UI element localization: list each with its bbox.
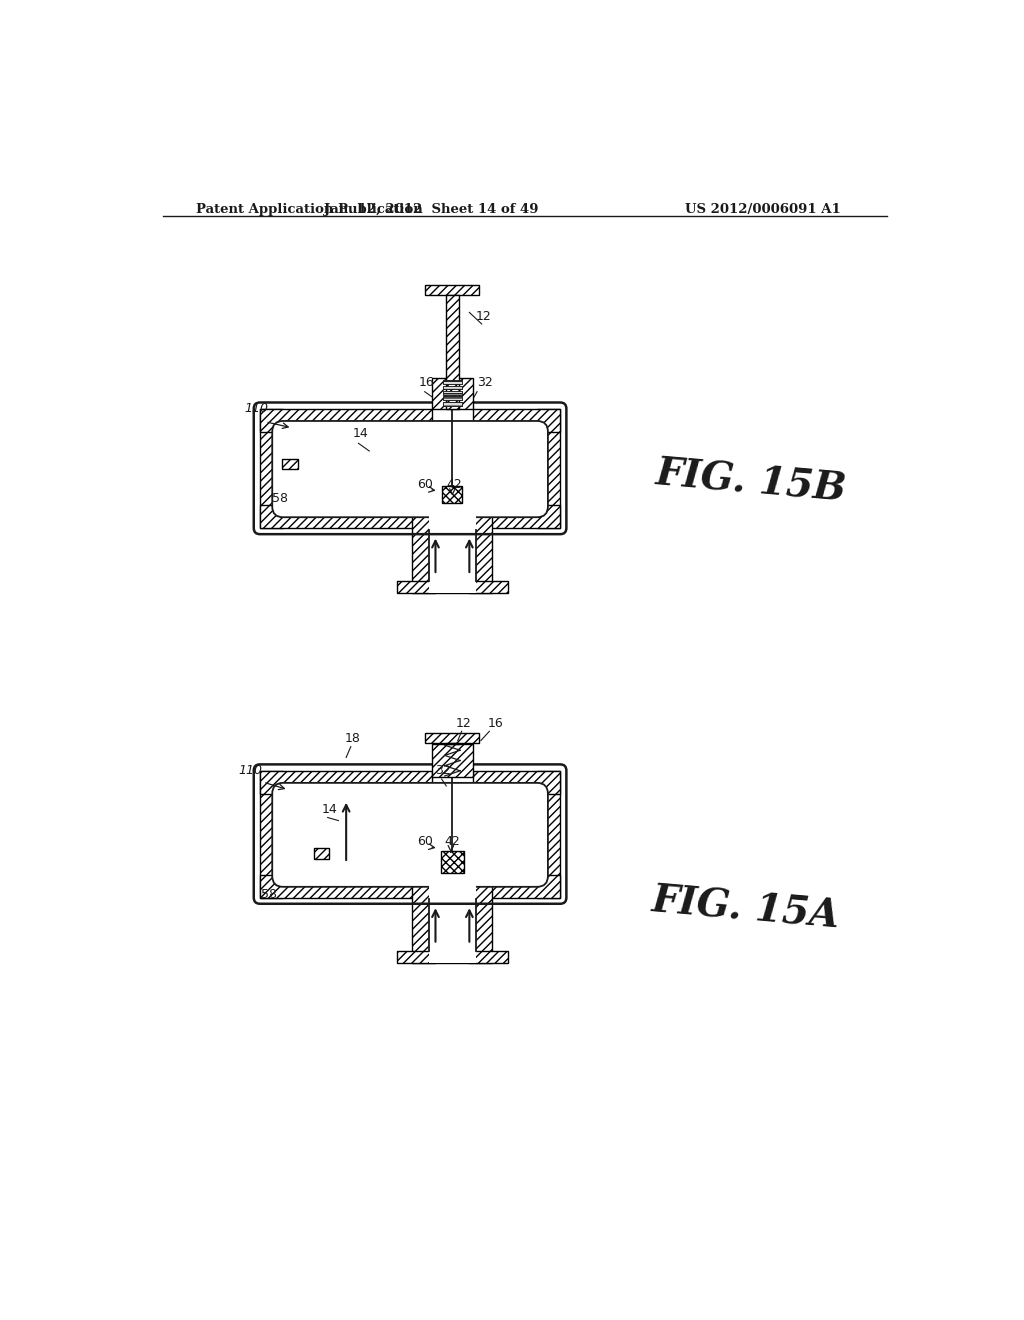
Text: 42: 42 [446,478,462,491]
Text: 60: 60 [417,836,433,849]
Text: 42: 42 [444,836,461,849]
Text: 12: 12 [456,717,471,730]
Bar [443,396,462,400]
Bar [413,506,435,594]
Bar [469,506,493,594]
Bar [260,409,432,432]
Bar [473,409,560,432]
Bar [443,391,462,395]
FancyBboxPatch shape [272,421,548,517]
Bar [538,771,560,898]
Bar [397,950,508,964]
Bar [413,874,435,964]
Bar [429,507,475,594]
Text: FIG. 15B: FIG. 15B [654,454,848,510]
Text: 18: 18 [345,733,360,744]
Bar [260,771,432,793]
Text: 110: 110 [239,764,262,777]
Text: US 2012/0006091 A1: US 2012/0006091 A1 [685,203,841,216]
Bar [260,506,560,528]
Bar [397,581,508,594]
Bar [260,409,432,432]
Bar [432,744,473,776]
Bar [260,409,283,528]
Bar [260,409,283,528]
Text: 12: 12 [475,310,492,323]
Bar [446,743,459,744]
Bar [260,874,560,898]
Bar [446,743,459,744]
Bar [443,385,462,389]
Bar [469,874,493,964]
Bar [425,285,479,296]
Text: 32: 32 [435,764,451,777]
Bar [442,487,463,503]
Bar [260,771,283,898]
Bar [283,459,298,470]
Bar [425,733,479,743]
Bar [425,285,479,296]
Bar [397,950,508,964]
Bar [469,506,493,594]
Bar [432,744,473,776]
Bar [413,874,435,964]
Bar [260,771,283,898]
FancyBboxPatch shape [272,783,548,887]
Bar [443,391,462,395]
Bar [469,874,493,964]
Bar [313,849,330,859]
Bar [443,401,462,405]
Bar [443,401,462,405]
Bar [473,409,560,432]
Text: 32: 32 [477,376,493,389]
Text: Patent Application Publication: Patent Application Publication [196,203,423,216]
Bar [442,487,463,503]
Bar [538,771,560,898]
Bar [446,296,459,409]
Text: FIG. 15A: FIG. 15A [650,882,842,936]
Bar [473,771,560,793]
Bar [313,849,330,859]
Bar [443,380,462,384]
Bar [432,378,473,409]
Bar [443,385,462,389]
Text: 14: 14 [352,428,368,440]
Bar [397,581,508,594]
Bar [260,874,560,898]
Bar [425,733,479,743]
Bar [538,409,560,528]
Bar [446,296,459,409]
Bar [283,459,298,470]
Bar [441,851,464,873]
Text: 60: 60 [417,478,433,491]
Bar [429,876,475,964]
Text: Jan. 12, 2012  Sheet 14 of 49: Jan. 12, 2012 Sheet 14 of 49 [324,203,538,216]
Text: 110: 110 [245,403,268,416]
Text: 16: 16 [419,376,434,389]
Text: 58: 58 [261,887,278,900]
Bar [473,771,560,793]
Bar [260,506,560,528]
Bar [441,851,464,873]
Bar [260,771,432,793]
Text: 16: 16 [487,717,504,730]
Text: 14: 14 [322,803,337,816]
Bar [443,380,462,384]
Bar [538,409,560,528]
Bar [432,378,473,409]
Bar [443,396,462,400]
Text: 58: 58 [272,492,288,504]
Bar [413,506,435,594]
